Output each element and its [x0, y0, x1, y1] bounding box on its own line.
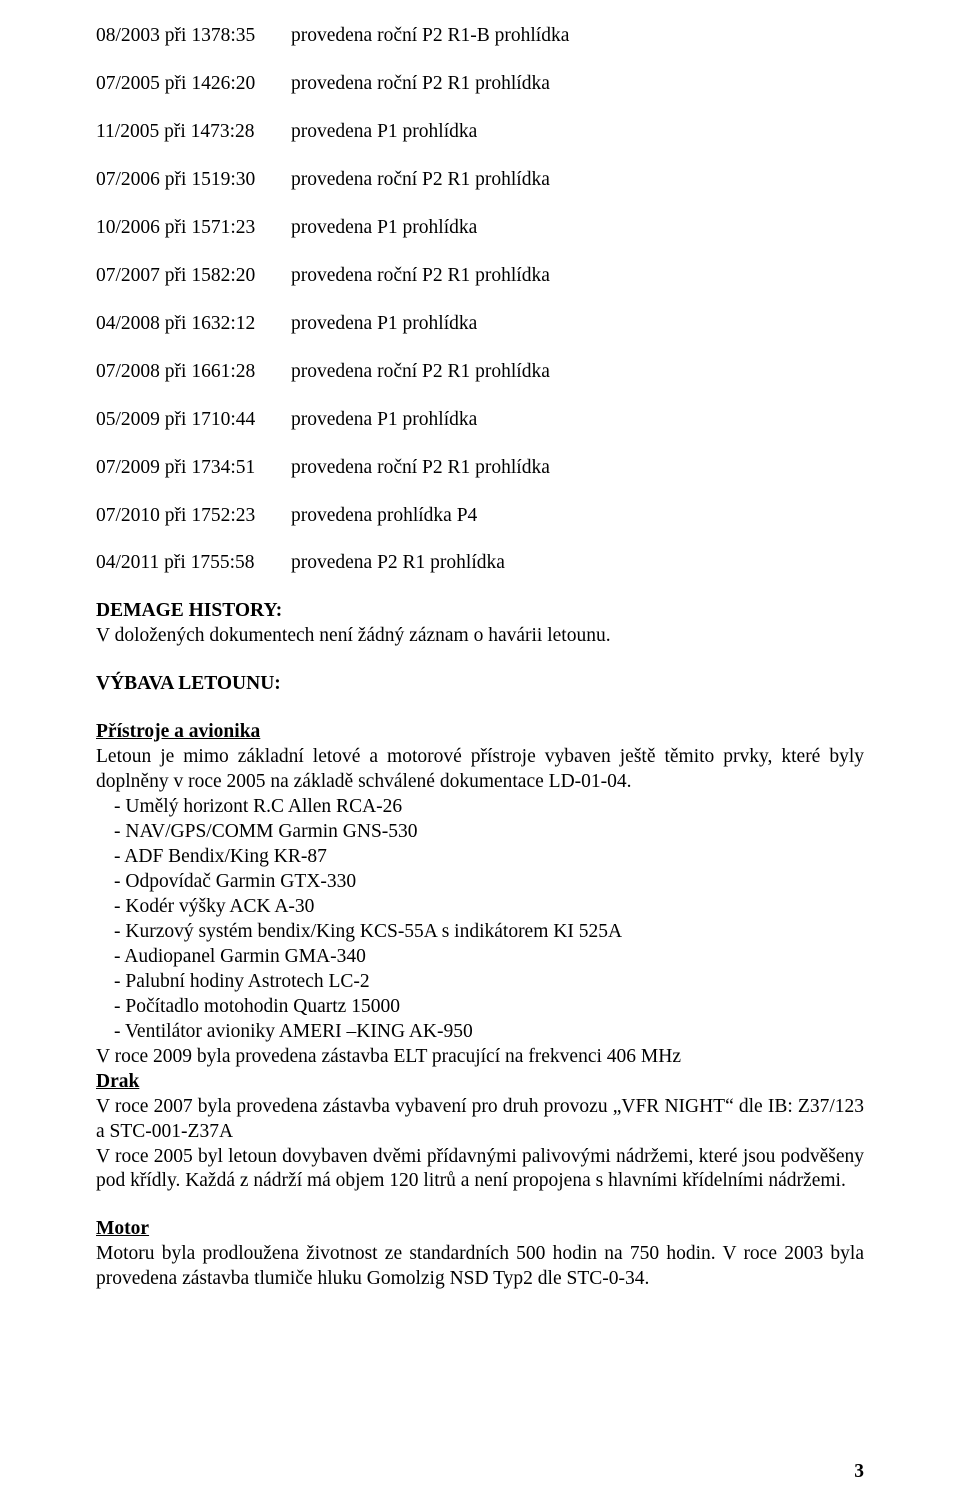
table-row: 07/2007 při 1582:20provedena roční P2 R1…	[96, 241, 569, 289]
history-desc: provedena P1 prohlídka	[291, 385, 569, 433]
history-desc: provedena P2 R1 prohlídka	[291, 528, 569, 576]
drak-p2: V roce 2005 byl letoun dovybaven dvěmi p…	[96, 1145, 864, 1195]
list-item: - Audiopanel Garmin GMA-340	[96, 945, 864, 970]
history-date: 07/2010 při 1752:23	[96, 481, 291, 529]
list-item: - ADF Bendix/King KR-87	[96, 845, 864, 870]
table-row: 07/2009 při 1734:51provedena roční P2 R1…	[96, 433, 569, 481]
pristroje-list: - Umělý horizont R.C Allen RCA-26- NAV/G…	[96, 795, 864, 1045]
history-date: 04/2008 při 1632:12	[96, 289, 291, 337]
page-number: 3	[854, 1460, 864, 1485]
history-desc: provedena roční P2 R1 prohlídka	[291, 241, 569, 289]
history-desc: provedena roční P2 R1 prohlídka	[291, 49, 569, 97]
history-date: 04/2011 při 1755:58	[96, 528, 291, 576]
table-row: 04/2008 při 1632:12provedena P1 prohlídk…	[96, 289, 569, 337]
history-date: 08/2003 při 1378:35	[96, 24, 291, 49]
list-item: - Palubní hodiny Astrotech LC-2	[96, 970, 864, 995]
history-desc: provedena P1 prohlídka	[291, 97, 569, 145]
history-date: 07/2007 při 1582:20	[96, 241, 291, 289]
list-item: - Kodér výšky ACK A-30	[96, 895, 864, 920]
drak-p1: V roce 2007 byla provedena zástavba vyba…	[96, 1095, 864, 1145]
history-date: 07/2006 při 1519:30	[96, 145, 291, 193]
table-row: 07/2010 při 1752:23provedena prohlídka P…	[96, 481, 569, 529]
history-desc: provedena roční P2 R1 prohlídka	[291, 145, 569, 193]
history-date: 07/2005 při 1426:20	[96, 49, 291, 97]
pristroje-intro: Letoun je mimo základní letové a motorov…	[96, 745, 864, 795]
table-row: 10/2006 při 1571:23provedena P1 prohlídk…	[96, 193, 569, 241]
vybava-letounu-heading: VÝBAVA LETOUNU:	[96, 672, 864, 697]
history-desc: provedena P1 prohlídka	[291, 289, 569, 337]
history-date: 10/2006 při 1571:23	[96, 193, 291, 241]
list-item: - Kurzový systém bendix/King KCS-55A s i…	[96, 920, 864, 945]
history-desc: provedena P1 prohlídka	[291, 193, 569, 241]
motor-heading: Motor	[96, 1217, 864, 1242]
history-desc: provedena roční P2 R1 prohlídka	[291, 433, 569, 481]
drak-heading: Drak	[96, 1070, 864, 1095]
list-item: - Počítadlo motohodin Quartz 15000	[96, 995, 864, 1020]
list-item: - Odpovídač Garmin GTX-330	[96, 870, 864, 895]
table-row: 04/2011 při 1755:58provedena P2 R1 prohl…	[96, 528, 569, 576]
table-row: 07/2006 při 1519:30provedena roční P2 R1…	[96, 145, 569, 193]
table-row: 05/2009 při 1710:44provedena P1 prohlídk…	[96, 385, 569, 433]
demage-history-heading: DEMAGE HISTORY:	[96, 599, 864, 624]
pristroje-avionika-heading: Přístroje a avionika	[96, 720, 864, 745]
history-date: 05/2009 při 1710:44	[96, 385, 291, 433]
motor-p1: Motoru byla prodloužena životnost ze sta…	[96, 1242, 864, 1292]
table-row: 07/2008 při 1661:28provedena roční P2 R1…	[96, 337, 569, 385]
demage-history-text: V doložených dokumentech není žádný zázn…	[96, 624, 864, 649]
history-desc: provedena prohlídka P4	[291, 481, 569, 529]
table-row: 08/2003 při 1378:35provedena roční P2 R1…	[96, 24, 569, 49]
pristroje-after: V roce 2009 byla provedena zástavba ELT …	[96, 1045, 864, 1070]
history-desc: provedena roční P2 R1 prohlídka	[291, 337, 569, 385]
history-desc: provedena roční P2 R1-B prohlídka	[291, 24, 569, 49]
maintenance-history-table: 08/2003 při 1378:35provedena roční P2 R1…	[96, 24, 569, 576]
list-item: - NAV/GPS/COMM Garmin GNS-530	[96, 820, 864, 845]
list-item: - Ventilátor avioniky AMERI –KING AK-950	[96, 1020, 864, 1045]
table-row: 07/2005 při 1426:20provedena roční P2 R1…	[96, 49, 569, 97]
history-date: 07/2009 při 1734:51	[96, 433, 291, 481]
list-item: - Umělý horizont R.C Allen RCA-26	[96, 795, 864, 820]
history-date: 07/2008 při 1661:28	[96, 337, 291, 385]
table-row: 11/2005 při 1473:28provedena P1 prohlídk…	[96, 97, 569, 145]
history-date: 11/2005 při 1473:28	[96, 97, 291, 145]
